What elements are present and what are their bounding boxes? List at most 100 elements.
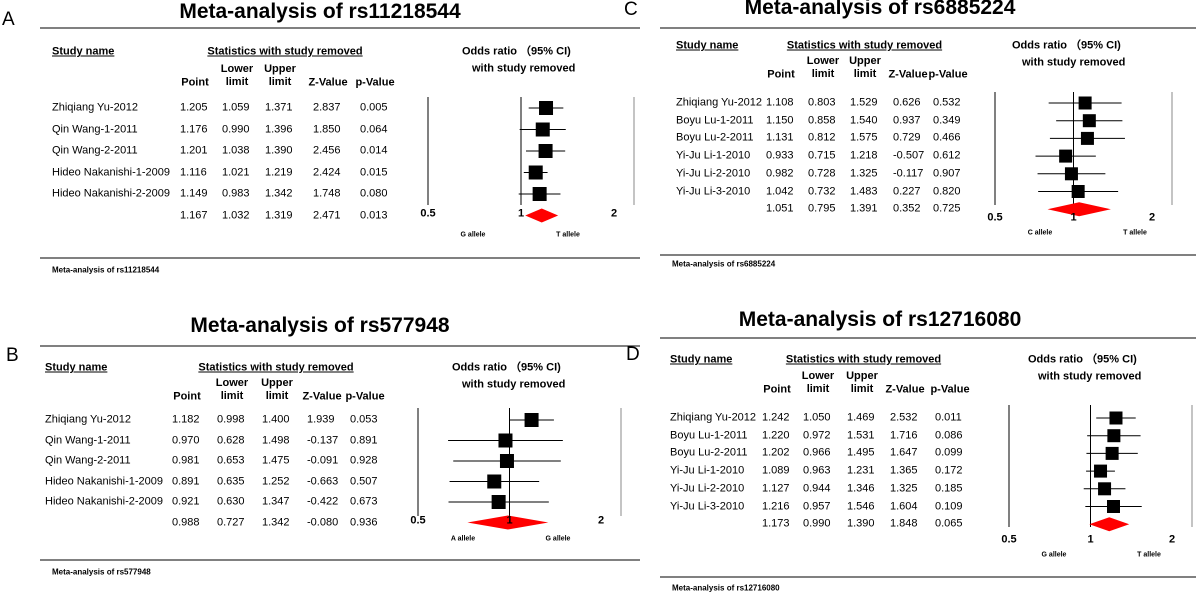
cell: 1.176 [180,123,208,135]
cell: 1.939 [307,413,335,426]
cell: 0.185 [935,482,963,495]
x-tick-label: 0.5 [420,207,436,220]
x-tick-label: 0.5 [410,514,426,527]
summary-diamond [1089,517,1130,532]
point-square [532,187,547,201]
panel-footer: Meta-analysis of rs12716080 [672,583,780,592]
panel-letter: C [624,0,638,20]
cell: 1.604 [890,500,918,512]
column-header: Z-Value [888,68,928,81]
study-name: Yi-Ju Li-1-2010 [676,149,751,162]
cell: 1.325 [850,167,878,180]
x-tick-label: 1 [1070,211,1077,224]
panel-letter: B [6,345,19,366]
summary-diamond [467,515,549,530]
study-name: Zhiqiang Yu-2012 [45,413,132,426]
allele-label: C allele [1027,229,1053,237]
column-header: Lower limit [806,55,840,80]
summary-diamond [525,208,559,223]
study-name: Yi-Ju Li-1-2010 [670,464,745,477]
stats-header: Statistics with study removed [785,353,942,366]
x-tick-label: 0.5 [987,211,1003,224]
study-header: Study name [52,45,115,58]
cell: 0.725 [933,202,961,215]
cell: 0.937 [893,114,921,127]
cell: 1.205 [180,101,208,114]
cell: 1.400 [262,413,290,426]
cell: 0.352 [893,202,921,215]
point-square [491,495,506,509]
cell: 1.252 [262,475,290,487]
cell: 0.109 [935,500,963,512]
cell: 0.086 [935,429,963,442]
point-square [498,433,513,448]
cell: 1.149 [180,187,208,200]
cell: 1.390 [265,144,293,157]
study-name: Hideo Nakanishi-2-2009 [52,187,171,200]
cell: 1.116 [180,166,207,178]
cell: 1.319 [265,209,293,221]
point-square [1071,185,1085,198]
cell: 1.529 [850,96,878,109]
column-header: Point [763,383,791,396]
cell: 0.728 [808,167,836,180]
cell: 1.346 [847,482,875,495]
cell: -0.663 [307,475,339,487]
cell: 0.013 [360,209,388,221]
allele-label: T allele [1137,551,1161,559]
cell: 2.532 [890,411,918,424]
point-square [1059,149,1073,163]
point-square [487,474,502,489]
odds-header: Odds ratio （95% CI) [452,361,561,374]
cell: 0.053 [350,413,378,426]
cell: -0.507 [893,149,925,162]
cell: 0.673 [350,495,378,508]
point-square [528,165,543,180]
cell: 0.064 [360,123,388,135]
cell: 0.981 [172,454,200,467]
column-header: Upper limit [264,63,296,88]
cell: 0.933 [766,149,794,162]
cell: 1.325 [890,482,918,495]
column-header: Upper limit [849,55,881,80]
cell: 1.131 [766,131,794,144]
x-tick-label: 1 [1087,533,1094,546]
cell: 1.201 [180,144,208,157]
cell: 1.051 [766,202,794,215]
cell: 1.748 [313,187,341,200]
cell: 0.944 [803,482,831,495]
point-square [1107,429,1121,443]
study-header: Study name [45,361,108,374]
cell: 1.231 [847,464,875,477]
cell: 1.390 [847,517,875,530]
allele-label: A allele [450,535,476,543]
cell: -0.422 [307,495,339,508]
cell: 1.021 [222,166,250,178]
study-name: Yi-Ju Li-3-2010 [670,500,745,512]
cell: 1.218 [850,149,878,162]
cell: 1.391 [850,202,878,215]
x-tick-label: 2 [610,207,618,220]
cell: 0.990 [803,517,831,530]
cell: 2.471 [313,209,341,221]
cell: 0.990 [222,123,250,135]
panel-title: Meta-analysis of rs11218544 [179,0,461,23]
cell: 0.858 [808,114,836,127]
cell: 0.014 [360,144,388,157]
cell: 1.371 [265,101,293,114]
stats-header: Statistics with study removed [207,45,363,58]
study-name: Zhiqiang Yu-2012 [52,101,139,114]
column-header: Z-Value [308,76,348,89]
study-name: Hideo Nakanishi-1-2009 [52,166,171,178]
point-square [499,454,514,468]
x-tick-label: 2 [597,514,605,527]
cell: 1.216 [762,500,790,512]
column-header: Lower limit [215,377,249,402]
column-header: Upper limit [261,377,293,402]
cell: 1.150 [766,114,794,127]
summary-diamond [1047,202,1111,217]
cell: 1.647 [890,446,918,459]
cell: 1.242 [762,411,790,424]
cell: 1.365 [890,464,918,477]
